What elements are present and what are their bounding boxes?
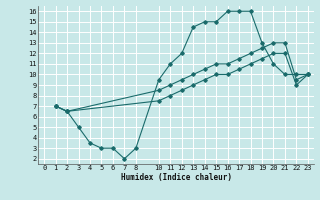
X-axis label: Humidex (Indice chaleur): Humidex (Indice chaleur) bbox=[121, 173, 231, 182]
